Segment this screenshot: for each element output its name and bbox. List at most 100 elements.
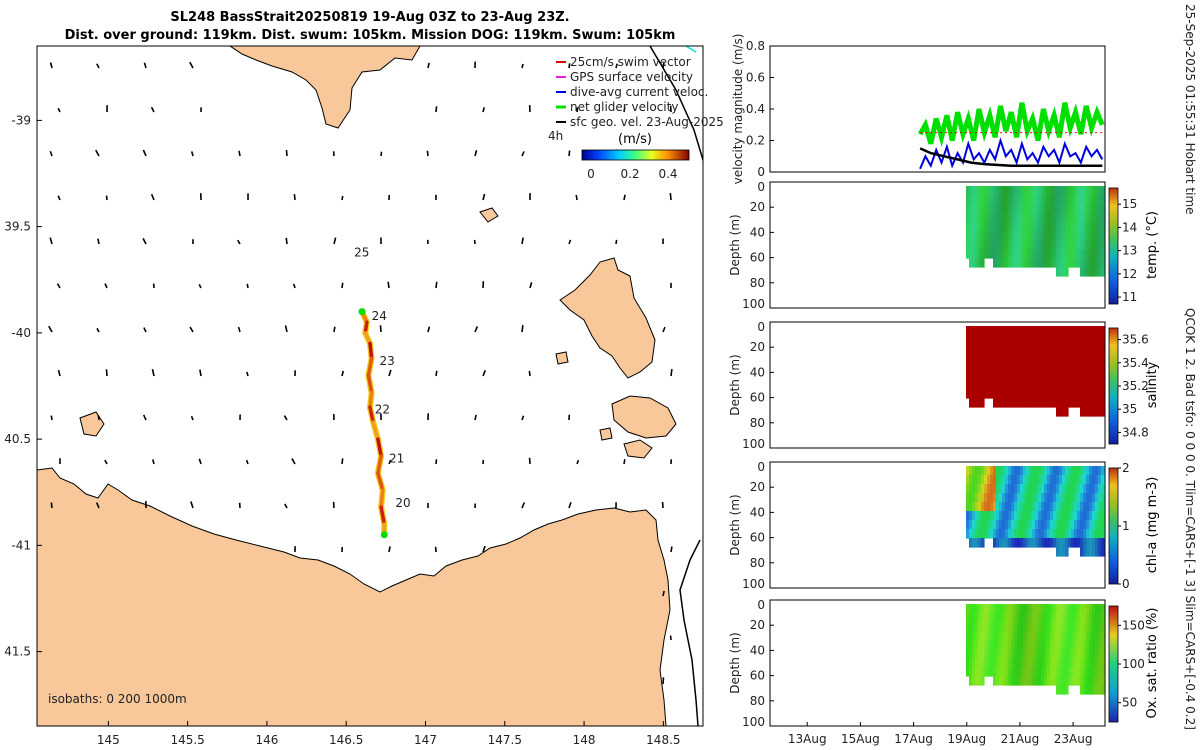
chlorophyll-cell xyxy=(1020,502,1024,512)
temperature-cell xyxy=(1035,249,1039,259)
oxygen-cell xyxy=(978,649,982,659)
salinity-cell xyxy=(1035,326,1039,336)
salinity-cell xyxy=(1092,344,1096,354)
chlorophyll-cell xyxy=(1038,502,1042,512)
chlorophyll-cell xyxy=(987,466,991,476)
chlorophyll-cell xyxy=(1026,502,1030,512)
temperature-cell xyxy=(1080,222,1084,232)
temperature-cell xyxy=(978,258,982,268)
oxygen-cell xyxy=(1065,640,1069,650)
salinity-cell xyxy=(1032,398,1036,408)
salinity-cell xyxy=(966,362,970,372)
temperature-cell xyxy=(1017,195,1021,205)
temperature-cell xyxy=(1068,195,1072,205)
temperature-cell xyxy=(1059,267,1063,277)
salinity-cell xyxy=(993,380,997,390)
chlorophyll-cell xyxy=(1044,520,1048,530)
oxygen-cell xyxy=(1023,613,1027,623)
temperature-cell xyxy=(1059,240,1063,250)
salinity-cell xyxy=(1017,362,1021,372)
chlorophyll-cell xyxy=(1008,529,1012,539)
current-arrow xyxy=(435,106,438,113)
oxygen-cell xyxy=(972,676,976,686)
chlorophyll-cell xyxy=(966,529,970,539)
chlorophyll-cell xyxy=(1080,466,1084,476)
oxygen-cell xyxy=(1008,622,1012,632)
chlorophyll-cell xyxy=(1083,493,1087,503)
oxygen-cell xyxy=(1074,613,1078,623)
temperature-cell xyxy=(1008,195,1012,205)
salinity-cell xyxy=(975,344,979,354)
salinity-cell xyxy=(1065,389,1069,399)
temperature-cell xyxy=(1065,249,1069,259)
temperature-cell xyxy=(1020,258,1024,268)
salinity-cell xyxy=(1008,335,1012,345)
oxygen-cell xyxy=(1068,631,1072,641)
oxygen-cell xyxy=(1044,640,1048,650)
temperature-cell xyxy=(1089,267,1093,277)
chlorophyll-cell xyxy=(1092,511,1096,521)
time-xtick-label: 15Aug xyxy=(841,732,880,746)
chlorophyll-cell xyxy=(1050,538,1054,548)
time-xtick-label: 21Aug xyxy=(1001,732,1040,746)
current-arrow xyxy=(190,415,194,421)
chlorophyll-cell xyxy=(1044,475,1048,485)
chlorophyll-cell xyxy=(1083,529,1087,539)
temperature-cell xyxy=(996,213,1000,223)
map-title-line1: SL248 BassStrait20250819 19-Aug 03Z to 2… xyxy=(170,10,569,25)
current-arrow xyxy=(285,237,288,245)
legend-gps: GPS surface velocity xyxy=(570,70,693,84)
salinity-cell xyxy=(1050,326,1054,336)
chlorophyll-cell xyxy=(1011,502,1015,512)
chlorophyll-cell xyxy=(978,520,982,530)
current-arrow xyxy=(104,459,108,465)
current-arrow xyxy=(143,62,147,69)
oxygen-cell xyxy=(975,640,979,650)
oxygen-cell xyxy=(1038,667,1042,677)
temperature-cell xyxy=(993,186,997,196)
chlorophyll-cell xyxy=(993,466,997,476)
temperature-cell xyxy=(1005,213,1009,223)
temperature-cell xyxy=(1041,204,1045,214)
oxygen-cell xyxy=(984,631,988,641)
oxygen-cell xyxy=(999,658,1003,668)
salinity-cell xyxy=(1062,407,1066,417)
chlorophyll-cell xyxy=(1011,511,1015,521)
temperature-cell xyxy=(981,222,985,232)
salinity-cell xyxy=(1047,362,1051,372)
chlorophyll-cell xyxy=(1098,538,1102,548)
chlorophyll-cell xyxy=(1074,484,1078,494)
chlorophyll-cell xyxy=(1029,529,1033,539)
current-arrow xyxy=(333,326,336,333)
chlorophyll-cell xyxy=(1080,502,1084,512)
salinity-cell xyxy=(1008,398,1012,408)
oxygen-cell xyxy=(1092,658,1096,668)
oxygen-cell xyxy=(1035,640,1039,650)
salinity-cell xyxy=(1098,344,1102,354)
salinity-cell xyxy=(987,371,991,381)
oxygen-ylabel: Depth (m) xyxy=(728,632,742,693)
chlorophyll-cell xyxy=(984,520,988,530)
salinity-cell xyxy=(1080,398,1084,408)
salinity-cell xyxy=(1005,362,1009,372)
day-label: 23 xyxy=(380,354,395,368)
chlorophyll-cell xyxy=(1014,520,1018,530)
salinity-cell xyxy=(1062,380,1066,390)
salinity-cell xyxy=(978,362,982,372)
current-arrow xyxy=(568,150,571,157)
oxygen-cell xyxy=(1080,622,1084,632)
temperature-cell xyxy=(984,240,988,250)
salinity-cell xyxy=(987,335,991,345)
temperature-cell xyxy=(1002,258,1006,268)
oxygen-cell xyxy=(1008,631,1012,641)
current-arrow xyxy=(96,63,100,69)
current-arrow xyxy=(615,63,618,69)
temperature-cell xyxy=(1053,240,1057,250)
chlorophyll-cell xyxy=(1083,475,1087,485)
chlorophyll-cell xyxy=(1068,493,1072,503)
chlorophyll-cell xyxy=(1020,511,1024,521)
oxygen-cell xyxy=(969,667,973,677)
chlorophyll-cell xyxy=(1080,493,1084,503)
salinity-cell xyxy=(1014,380,1018,390)
temperature-cell xyxy=(1065,195,1069,205)
